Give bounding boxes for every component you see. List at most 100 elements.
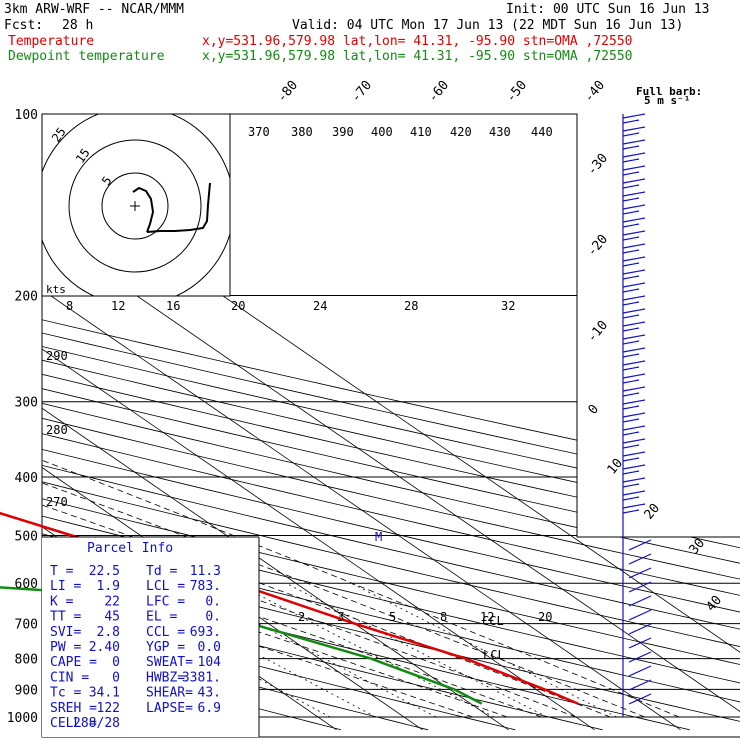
- theta-label: 380: [291, 125, 313, 139]
- parcel-info-cell: 2.40: [89, 640, 120, 655]
- wind-barb-flag: [622, 431, 640, 436]
- parcel-info-cell: 6.9: [198, 701, 221, 716]
- parcel-info-cell: YGP =: [146, 640, 185, 655]
- wind-barb-flag: [622, 288, 640, 293]
- pressure-label: 400: [15, 471, 38, 486]
- kts-scale-label: 12: [111, 299, 125, 313]
- parcel-info-cell: K =: [50, 594, 74, 609]
- wind-barb-flag: [622, 171, 640, 176]
- wind-barb-flag: [622, 314, 640, 319]
- parcel-info-cell: 45: [104, 610, 120, 625]
- mixing-ratio-label: 8: [440, 610, 447, 624]
- parcel-info-cell: 22.5: [89, 564, 120, 579]
- wind-barb-flag: [622, 451, 646, 457]
- parcel-info-cell: PW =: [50, 640, 81, 655]
- barb-note-line2: 5 m s⁻¹: [644, 94, 690, 107]
- wind-barb-flag: [622, 412, 646, 418]
- wind-barb-flag: [628, 679, 652, 691]
- parcel-info-cell: SHEAR=: [146, 686, 193, 701]
- parcel-info-cell: Tc =: [50, 686, 81, 701]
- wind-barb-flag: [622, 152, 646, 158]
- hodograph-speed-scale: 8 12 16 20 24 28 32: [66, 299, 515, 313]
- parcel-info-cell: 0.0: [198, 640, 221, 655]
- dewpoint-location: x,y=531.96,579.98 lat,lon= 41.31, -95.90…: [202, 49, 632, 64]
- wind-barb-flag: [622, 366, 640, 371]
- wind-barb-flag: [622, 321, 646, 327]
- isotherm-label: -20: [585, 232, 612, 260]
- wind-barb-flag: [622, 113, 646, 119]
- kts-scale-label: 28: [404, 299, 418, 313]
- theta-side-label: 270: [46, 495, 68, 509]
- wind-barb-flag: [628, 623, 652, 635]
- wind-barb-flag: [622, 191, 646, 197]
- wind-barb-flag: [622, 340, 640, 345]
- wind-barb-flag: [622, 158, 640, 163]
- parcel-info-cell: CCL =: [146, 625, 185, 640]
- isotherm-label: -70: [349, 78, 376, 106]
- wind-barb-flag: [622, 496, 640, 501]
- temperature-legend: Temperature: [8, 34, 94, 49]
- dewpoint-trace: [0, 586, 483, 705]
- parcel-info-cell: 122: [97, 701, 120, 716]
- wind-barb-flag: [622, 308, 646, 314]
- dry-adiabat: [42, 114, 740, 731]
- isotherm-line: [42, 114, 681, 731]
- wind-barb-flag: [628, 567, 652, 579]
- wind-barb-flag: [622, 509, 640, 514]
- parcel-info-cell: LFC =: [146, 594, 185, 609]
- wind-barb-flag: [622, 347, 646, 353]
- isotherm-line: [42, 114, 423, 731]
- parcel-info-cell: SVI=: [50, 625, 81, 640]
- wind-barb-flag: [628, 595, 652, 607]
- wind-barb-flag: [628, 665, 652, 677]
- wind-barb-flag: [622, 210, 640, 215]
- parcel-info-cell: 2.8: [97, 625, 120, 640]
- dry-adiabat: [42, 114, 740, 731]
- wind-barb-flag: [622, 243, 646, 249]
- valid-time: Valid: 04 UTC Mon 17 Jun 13 (22 MDT Sun …: [292, 18, 683, 33]
- parcel-info-cell: LAPSE=: [146, 701, 193, 716]
- wind-barb-flag: [622, 483, 640, 488]
- barb-note-line1: Full barb:: [636, 85, 702, 98]
- mixing-ratio-label: 20: [538, 610, 552, 624]
- wind-barb-flag: [622, 399, 646, 405]
- wind-barb-flag: [622, 405, 640, 410]
- parcel-info-cell: TT =: [50, 610, 81, 625]
- isotherm-line: [42, 114, 595, 731]
- parcel-info-cell: 43.: [198, 686, 221, 701]
- wind-barb-flag: [628, 553, 652, 565]
- wind-barb-flag: [622, 126, 646, 132]
- mixing-ratio-label: 5: [389, 610, 396, 624]
- wind-barb-flag: [622, 256, 646, 262]
- dry-adiabat: [42, 114, 740, 731]
- theta-label: 430: [489, 125, 511, 139]
- theta-label: 420: [450, 125, 472, 139]
- parcel-info-cell: 104: [198, 655, 222, 670]
- isotherm-label: -40: [582, 78, 609, 106]
- isotherm-line: [42, 114, 740, 731]
- wind-barb-flag: [622, 301, 640, 306]
- isotherm-label: 40: [704, 593, 726, 615]
- parcel-info-cell: CAPE =: [50, 655, 97, 670]
- wind-barb-flag: [628, 651, 652, 663]
- m-marker: M: [375, 530, 382, 544]
- dry-adiabat: [42, 114, 603, 731]
- parcel-info-cell: EL =: [146, 610, 177, 625]
- wind-barb-flag: [622, 145, 640, 150]
- wind-barb-flag: [622, 165, 646, 171]
- wind-barb-flag: [622, 178, 646, 184]
- isotherm-label: -80: [275, 78, 302, 106]
- wind-barb-flag: [622, 282, 646, 288]
- isotherm-label: 30: [687, 536, 709, 558]
- wind-barb-flag: [622, 386, 646, 392]
- wind-barb-flag: [622, 490, 646, 496]
- dry-adiabat: [42, 114, 740, 731]
- hodograph-ring-5: [101, 172, 169, 240]
- theta-label: 410: [410, 125, 432, 139]
- pressure-label: 1000: [7, 711, 38, 726]
- wind-barb-flag: [622, 425, 646, 431]
- theta-side-label: 280: [46, 423, 68, 437]
- parcel-info-panel: Parcel Info T = 22.5 Td = 11.3 LI = 1.9 LCL = 7…: [42, 536, 260, 737]
- temperature-trace: [0, 511, 579, 705]
- pressure-label: 500: [15, 529, 38, 544]
